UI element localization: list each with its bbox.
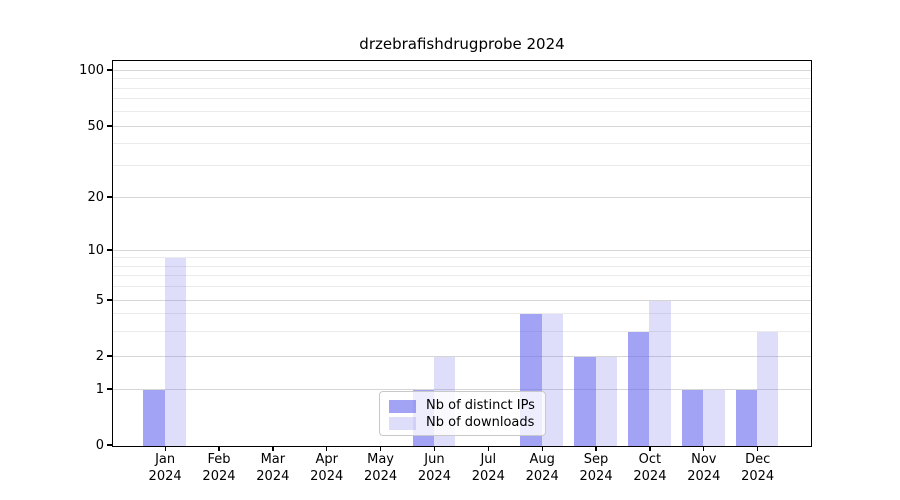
x-axis-tick <box>649 446 651 451</box>
bar-downloads-aug <box>541 314 563 446</box>
bar-downloads-nov <box>703 389 725 446</box>
y-axis-tick <box>107 125 112 127</box>
x-axis-tick <box>757 446 759 451</box>
gridline-major <box>113 69 811 71</box>
x-axis-tick <box>164 446 166 451</box>
x-axis-tick <box>379 446 382 451</box>
bar-distinct-ips-nov <box>682 389 704 446</box>
legend-item-downloads: Nb of downloads <box>389 415 536 431</box>
plot-area <box>112 60 812 447</box>
gridline-major <box>113 388 811 390</box>
y-axis-tick <box>107 355 112 357</box>
y-axis-tick-label: 2 <box>95 348 104 364</box>
x-axis-tick <box>595 446 597 451</box>
bar-downloads-oct <box>649 300 671 446</box>
gridline-minor <box>113 98 811 100</box>
gridline-minor <box>113 110 811 112</box>
y-axis-tick-label: 20 <box>87 189 104 205</box>
legend: Nb of distinct IPs Nb of downloads <box>379 391 546 436</box>
x-axis-tick-year: 2024 <box>364 468 398 484</box>
gridline-minor <box>113 257 811 259</box>
x-axis-tick <box>326 446 328 451</box>
bar-distinct-ips-jan <box>143 389 165 446</box>
bar-downloads-sep <box>595 356 617 446</box>
x-axis-tick-label: Dec 2024 <box>730 452 786 485</box>
x-axis-tick <box>218 446 220 451</box>
y-axis-tick-label: 100 <box>79 62 104 78</box>
x-axis-tick-year: 2024 <box>525 468 559 484</box>
y-axis-tick <box>107 249 112 251</box>
y-axis-tick-label: 0 <box>95 437 104 453</box>
bar-distinct-ips-dec <box>735 389 758 446</box>
gridline-minor <box>113 313 811 315</box>
y-axis-tick-label: 1 <box>95 381 104 397</box>
x-axis-tick-year: 2024 <box>687 468 721 484</box>
x-axis-tick-year: 2024 <box>579 468 613 484</box>
x-axis-tick-year: 2024 <box>633 468 667 484</box>
gridline-major <box>113 125 811 127</box>
bar-distinct-ips-sep <box>574 356 596 446</box>
gridline-minor <box>113 330 811 332</box>
x-axis-tick-year: 2024 <box>202 468 236 484</box>
x-axis-tick-label: Mar 2024 <box>245 452 301 485</box>
x-axis-tick-label: May 2024 <box>353 452 409 485</box>
y-axis-tick-label: 5 <box>95 292 104 308</box>
x-axis-tick <box>703 446 705 451</box>
x-axis-tick-label: Apr 2024 <box>299 452 355 485</box>
gridline-minor <box>113 142 811 144</box>
x-axis-tick-year: 2024 <box>471 468 505 484</box>
gridline-major <box>113 355 811 357</box>
gridline-minor <box>113 286 811 288</box>
y-axis-tick <box>107 69 112 71</box>
gridline-minor <box>113 275 811 277</box>
legend-swatch-distinct-ips <box>389 399 416 413</box>
x-axis-tick-label: Jul 2024 <box>460 452 516 485</box>
gridline-major <box>113 196 811 198</box>
x-axis-tick-label: Nov 2024 <box>676 452 732 485</box>
x-axis-tick-year: 2024 <box>741 468 775 484</box>
gridline-major <box>113 249 811 251</box>
bar-downloads-dec <box>757 331 779 446</box>
gridline-major <box>113 299 811 301</box>
x-axis-tick-label: Sep 2024 <box>568 452 624 485</box>
x-axis-tick-label: Feb 2024 <box>191 452 247 485</box>
chart-title: drzebrafishdrugprobe 2024 <box>359 35 565 53</box>
y-axis-tick <box>107 444 112 446</box>
x-axis-tick-label: Aug 2024 <box>514 452 570 485</box>
y-axis-tick <box>107 196 112 198</box>
x-axis-tick-year: 2024 <box>310 468 344 484</box>
legend-item-distinct-ips: Nb of distinct IPs <box>389 398 536 414</box>
y-axis-tick-label: 10 <box>87 242 104 258</box>
y-axis-tick-label: 50 <box>87 118 104 134</box>
x-axis-tick-year: 2024 <box>417 468 451 484</box>
gridline-minor <box>113 165 811 167</box>
x-axis-tick-label: Jun 2024 <box>406 452 462 485</box>
legend-label-downloads: Nb of downloads <box>426 415 535 430</box>
legend-swatch-downloads <box>389 416 416 430</box>
x-axis-tick <box>487 446 490 451</box>
bar-downloads-jan <box>164 258 186 446</box>
gridline-minor <box>113 87 811 89</box>
x-axis-tick-year: 2024 <box>148 468 182 484</box>
bar-distinct-ips-oct <box>628 331 650 446</box>
x-axis-tick-year: 2024 <box>256 468 290 484</box>
x-axis-tick <box>541 446 543 451</box>
x-axis-tick <box>272 446 274 451</box>
gridline-minor <box>113 265 811 267</box>
gridline-minor <box>113 78 811 79</box>
legend-label-distinct-ips: Nb of distinct IPs <box>426 398 535 413</box>
y-axis-tick <box>107 388 112 390</box>
x-axis-tick-label: Oct 2024 <box>622 452 678 485</box>
x-axis-tick <box>433 446 436 451</box>
x-axis-tick-label: Jan 2024 <box>137 452 193 485</box>
y-axis-tick <box>107 299 112 301</box>
